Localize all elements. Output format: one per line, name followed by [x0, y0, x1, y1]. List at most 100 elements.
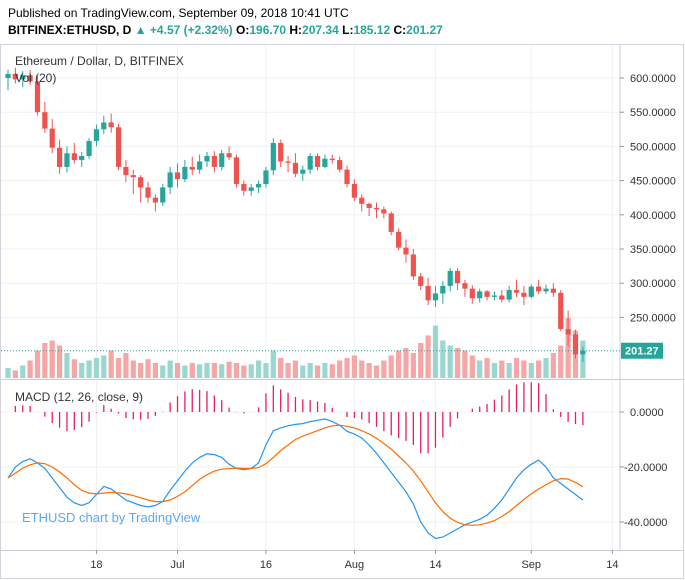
candle-body — [454, 270, 461, 284]
candle-body — [440, 285, 446, 294]
volume-bar — [197, 364, 203, 378]
volume-bar — [373, 365, 380, 378]
candle-body — [491, 295, 498, 297]
candle-body — [115, 127, 122, 167]
volume-bar — [86, 360, 92, 378]
candle-body — [152, 197, 158, 203]
time-tick-label: 18 — [90, 559, 102, 571]
candle-body — [403, 247, 409, 255]
volume-bar — [432, 325, 439, 378]
volume-bar — [381, 360, 387, 378]
candle-body — [5, 73, 11, 78]
volume-bar — [300, 365, 306, 378]
candle-body — [174, 172, 181, 180]
candle-body — [233, 157, 240, 185]
time-tick-label: Sep — [521, 559, 541, 571]
watermark-text: ETHUSD chart by TradingView — [22, 510, 201, 525]
candle-body — [432, 293, 439, 301]
volume-bar — [5, 368, 11, 378]
candle-body — [565, 329, 571, 335]
macd-line — [7, 418, 584, 540]
volume-bar — [337, 360, 343, 378]
time-tick-label: Aug — [345, 559, 365, 571]
high-value: 207.34 — [302, 23, 339, 37]
volume-bar — [233, 363, 240, 378]
grid-lines — [1, 45, 620, 550]
macd-tick-label: -40.0000 — [624, 517, 667, 529]
chart-labels: 201.27 Ethereum / Dollar, D, BITFINEX Vol … — [1, 54, 663, 525]
candle-body — [255, 184, 262, 188]
candle-body — [130, 175, 136, 178]
price-tick-label: 500.0000 — [630, 141, 676, 153]
candle-body — [344, 169, 350, 185]
candle-body — [12, 73, 18, 80]
volume-bar — [101, 355, 107, 378]
volume-bar — [477, 360, 483, 378]
published-caption: Published on TradingView.com, September … — [8, 6, 349, 20]
price-candles — [5, 67, 586, 362]
candle-body — [108, 122, 114, 128]
volume-bar — [558, 345, 564, 378]
candle-body — [248, 187, 254, 191]
candle-body — [285, 161, 291, 163]
time-tick-label: Jul — [170, 559, 184, 571]
volume-bar — [440, 340, 446, 378]
volume-bar — [108, 350, 114, 378]
volume-bar — [351, 355, 357, 378]
candle-body — [359, 197, 365, 204]
volume-bars — [5, 318, 586, 378]
volume-bar — [506, 363, 512, 378]
volume-bar — [241, 365, 247, 378]
candle-body — [536, 286, 542, 292]
volume-bar — [27, 360, 33, 378]
candle-body — [160, 187, 166, 203]
volume-bar — [403, 348, 409, 378]
candle-body — [366, 203, 372, 208]
volume-bar — [513, 358, 520, 378]
low-value: 185.12 — [353, 23, 391, 37]
volume-bar — [447, 345, 453, 378]
candle-body — [27, 75, 33, 82]
macd-histogram — [14, 382, 584, 454]
volume-bar — [425, 335, 431, 378]
candle-body — [182, 166, 188, 180]
candle-body — [396, 231, 402, 248]
volume-bar — [499, 360, 505, 378]
volume-bar — [454, 348, 461, 378]
volume-bar — [130, 360, 136, 378]
volume-bar — [344, 358, 350, 378]
candle-body — [123, 166, 129, 176]
volume-bar — [469, 355, 475, 378]
change-arrow-icon: ▲ — [134, 23, 147, 37]
candle-body — [477, 291, 483, 299]
low-label: L: — [342, 23, 354, 37]
change-value: +4.57 (+2.32%) — [149, 23, 233, 37]
candle-body — [418, 276, 424, 286]
volume-label: Vol (20) — [15, 71, 56, 85]
volume-bar — [167, 360, 173, 378]
price-tick-label: 600.0000 — [630, 73, 676, 85]
time-tick-label: 14 — [429, 559, 441, 571]
candle-body — [211, 155, 217, 167]
candle-body — [329, 158, 335, 161]
candle-body — [20, 75, 26, 80]
volume-bar — [521, 360, 527, 378]
volume-bar — [145, 359, 151, 378]
high-label: H: — [289, 23, 303, 37]
volume-bar — [410, 353, 416, 378]
close-value: 201.27 — [406, 23, 443, 37]
volume-bar — [285, 363, 291, 378]
candle-body — [49, 128, 55, 148]
volume-bar — [565, 318, 571, 378]
open-label: O: — [236, 23, 250, 37]
candle-body — [351, 184, 357, 198]
candle-body — [292, 162, 299, 174]
candle-body — [241, 184, 247, 191]
candle-body — [145, 187, 151, 198]
candle-body — [572, 334, 579, 355]
candle-body — [197, 161, 203, 170]
candle-body — [447, 270, 453, 286]
volume-bar — [248, 364, 254, 378]
volume-bar — [462, 350, 468, 378]
